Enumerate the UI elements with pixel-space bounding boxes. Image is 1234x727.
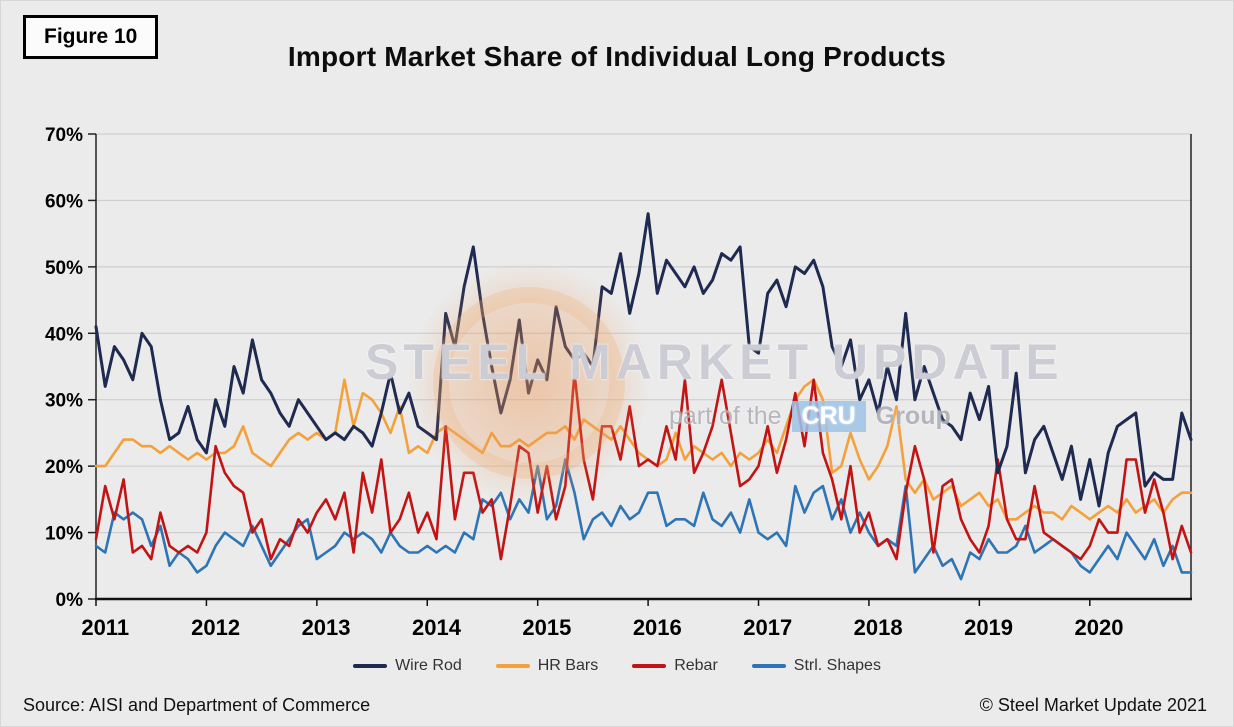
svg-text:30%: 30%	[45, 391, 83, 412]
legend-line-swatch	[353, 664, 388, 668]
copyright-text: © Steel Market Update 2021	[979, 695, 1207, 715]
svg-text:2015: 2015	[522, 615, 571, 640]
svg-text:50%: 50%	[45, 258, 83, 279]
svg-text:10%: 10%	[45, 524, 83, 545]
legend-line-swatch	[495, 664, 530, 668]
svg-text:40%: 40%	[45, 324, 83, 345]
legend-label: Strl. Shapes	[793, 657, 881, 674]
legend-item: HR Bars	[495, 657, 599, 675]
svg-text:2019: 2019	[964, 615, 1013, 640]
line-chart: 0% 10% 20% 30% 40% 50% 60% 70% 2011 2012 2013 2014 2…	[45, 125, 1193, 640]
source-text: Source: AISI and Department of Commerce	[23, 695, 371, 715]
chart-legend: Wire Rod HR Bars Rebar Strl. Shapes	[1, 657, 1233, 675]
svg-text:2011: 2011	[81, 615, 129, 640]
svg-text:2014: 2014	[412, 615, 462, 640]
svg-text:2017: 2017	[743, 615, 792, 640]
chart-title: Import Market Share of Individual Long P…	[287, 41, 947, 72]
svg-text:60%: 60%	[45, 191, 83, 212]
legend-label: HR Bars	[537, 657, 599, 674]
legend-label: Wire Rod	[395, 657, 462, 674]
svg-text:2012: 2012	[191, 615, 240, 640]
svg-text:0%: 0%	[56, 590, 84, 611]
svg-text:2018: 2018	[854, 615, 903, 640]
legend-line-swatch	[751, 664, 786, 668]
svg-text:2016: 2016	[633, 615, 682, 640]
legend-label: Rebar	[674, 657, 718, 674]
figure-label: Figure 10	[23, 15, 159, 59]
legend-line-swatch	[632, 664, 667, 668]
svg-text:20%: 20%	[45, 457, 83, 478]
svg-text:2013: 2013	[302, 615, 351, 640]
svg-text:70%: 70%	[45, 125, 83, 146]
legend-item: Strl. Shapes	[751, 657, 881, 675]
legend-item: Rebar	[632, 657, 718, 675]
svg-text:2020: 2020	[1075, 615, 1124, 640]
legend-item: Wire Rod	[353, 657, 462, 675]
